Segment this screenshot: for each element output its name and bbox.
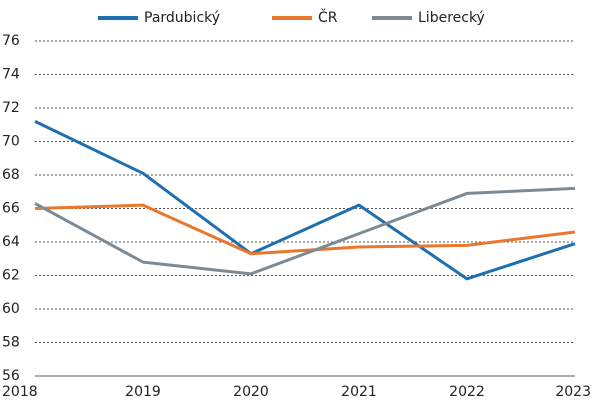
x-tick-label: 2021 <box>341 384 377 400</box>
y-tick-label: 74 <box>2 67 20 83</box>
y-tick-label: 56 <box>2 368 20 384</box>
y-tick-label: 76 <box>2 33 20 49</box>
series-line <box>34 203 576 256</box>
x-tick-label: 2023 <box>555 384 591 400</box>
y-tick-label: 70 <box>2 134 20 150</box>
x-tick-label: 2019 <box>125 384 161 400</box>
legend-label: ČR <box>318 8 338 26</box>
y-tick-label: 68 <box>2 167 20 183</box>
x-tick-label: 2020 <box>233 384 269 400</box>
y-tick-label: 62 <box>2 268 20 284</box>
y-tick-label: 66 <box>2 201 20 217</box>
y-tick-label: 64 <box>2 234 20 250</box>
series-line <box>34 186 576 276</box>
series-line <box>34 120 576 281</box>
y-tick-label: 60 <box>2 301 20 317</box>
x-tick-label: 2018 <box>2 384 38 400</box>
legend-label: Pardubický <box>144 10 220 26</box>
y-tick-label: 72 <box>2 100 20 116</box>
y-tick-label: 58 <box>2 335 20 351</box>
x-tick-label: 2022 <box>449 384 485 400</box>
legend-label: Liberecký <box>418 10 485 26</box>
